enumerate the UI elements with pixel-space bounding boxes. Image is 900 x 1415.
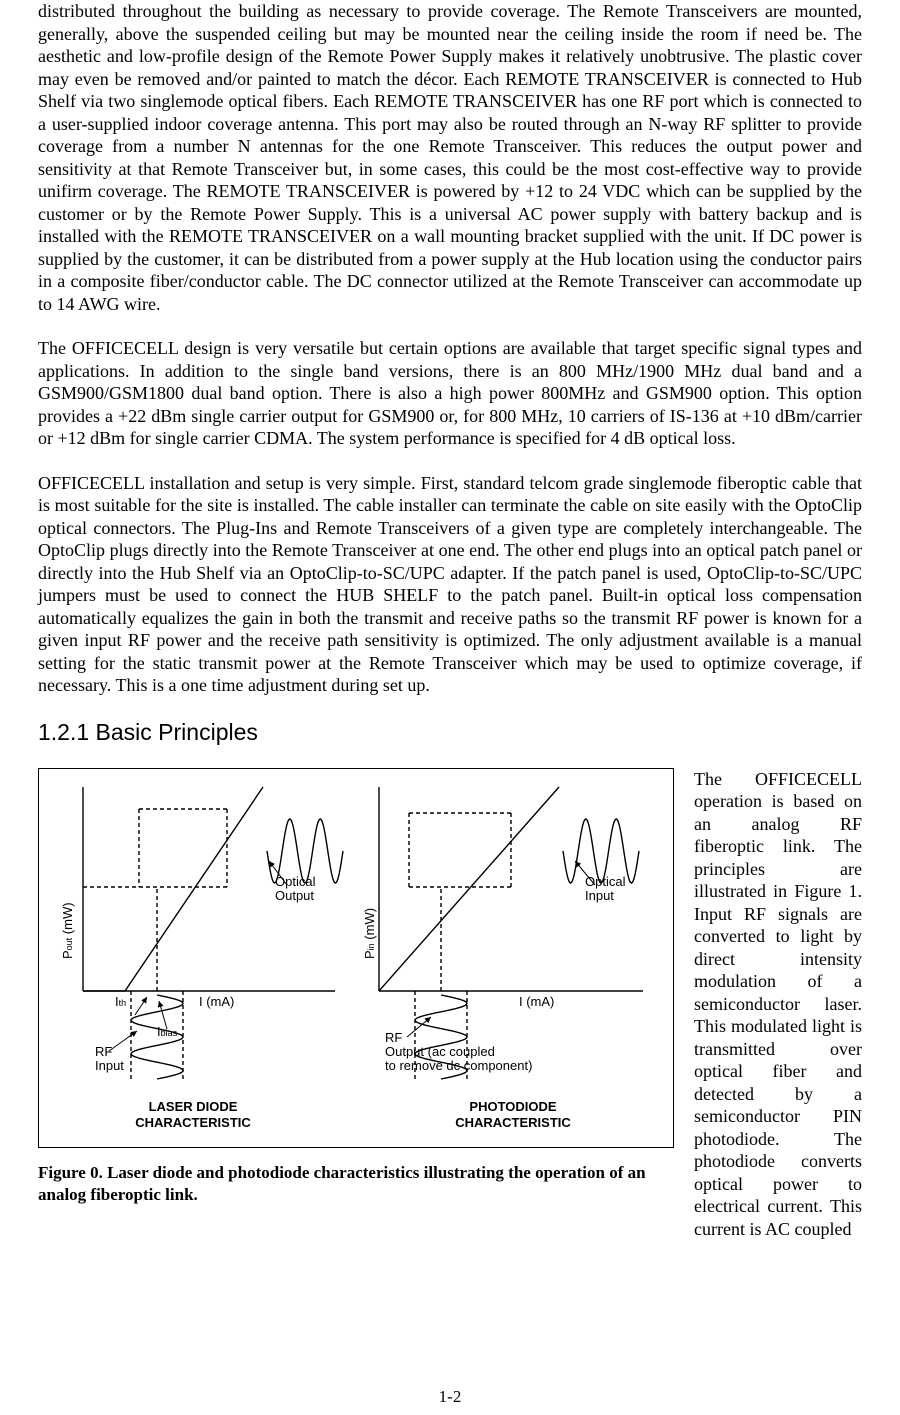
figure-column: Pout (mW) I (mA) Ith Ibias RF Input Opti… <box>38 768 676 1206</box>
left-y-axis-label: Pout (mW) <box>61 902 75 959</box>
figure-row: Pout (mW) I (mA) Ith Ibias RF Input Opti… <box>38 768 862 1241</box>
ibias-label: Ibias <box>157 1025 177 1039</box>
side-paragraph: The OFFICECELL operation is based on an … <box>694 768 862 1241</box>
optical-output-label: Optical Output <box>275 875 315 904</box>
figure-caption: Figure 0. Laser diode and photodiode cha… <box>38 1162 674 1206</box>
paragraph-3: OFFICECELL installation and setup is ver… <box>38 472 862 697</box>
rf-input-label: RF Input <box>95 1045 124 1074</box>
ith-label: Ith <box>115 995 126 1009</box>
rf-output-label: RF Output (ac coupled to remove dc compo… <box>385 1031 532 1074</box>
paragraph-1: distributed throughout the building as n… <box>38 0 862 315</box>
right-y-axis-label: Pin (mW) <box>363 907 377 958</box>
right-diagram-title: PHOTODIODE CHARACTERISTIC <box>423 1099 603 1132</box>
right-x-axis-label: I (mA) <box>519 995 554 1009</box>
left-x-axis-label: I (mA) <box>199 995 234 1009</box>
page-number: 1-2 <box>0 1387 900 1407</box>
page: distributed throughout the building as n… <box>0 0 900 1415</box>
section-heading: 1.2.1 Basic Principles <box>38 719 862 746</box>
side-column: The OFFICECELL operation is based on an … <box>694 768 862 1241</box>
diagram-svg <box>39 769 673 1147</box>
optical-input-label: Optical Input <box>585 875 625 904</box>
diagram-box: Pout (mW) I (mA) Ith Ibias RF Input Opti… <box>38 768 674 1148</box>
left-diagram-title: LASER DIODE CHARACTERISTIC <box>103 1099 283 1132</box>
paragraph-2: The OFFICECELL design is very versatile … <box>38 337 862 450</box>
